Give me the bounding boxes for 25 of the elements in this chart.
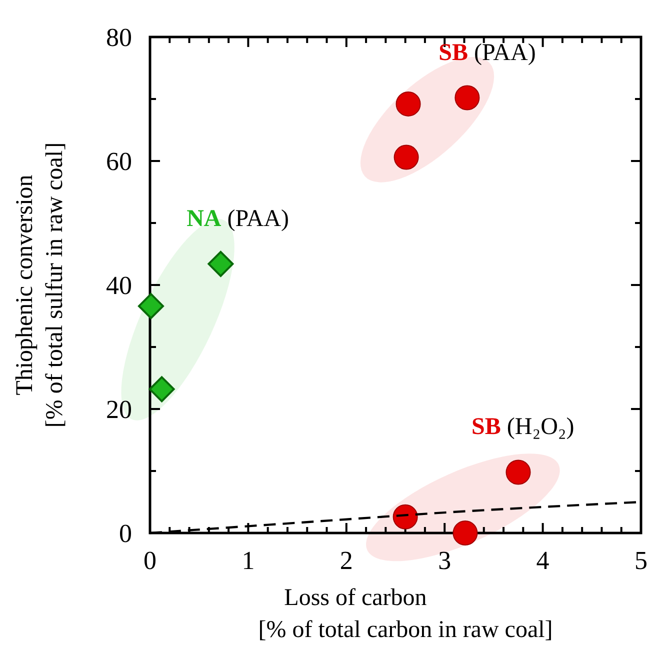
series-label: SB (H₂O₂): [472, 414, 574, 440]
series-label: SB (PAA): [438, 40, 536, 66]
x-tick-label: 3: [438, 546, 452, 575]
y-tick-label: 0: [119, 519, 132, 548]
x-tick-label: 0: [144, 546, 156, 575]
x-tick-label: 2: [340, 546, 353, 575]
point: [396, 91, 421, 116]
x-tick-label: 1: [242, 546, 255, 575]
x-tick-label: 4: [536, 546, 550, 575]
point: [394, 144, 419, 170]
x-tick-label: 5: [634, 546, 648, 575]
point: [506, 460, 531, 485]
y-tick-label: 80: [106, 23, 132, 52]
y-tick-label: 40: [106, 271, 132, 300]
series-label: NA (PAA): [186, 206, 290, 232]
point: [148, 376, 175, 402]
x-axis-title: Loss of carbon [% of total carbon in raw coal]: [258, 585, 553, 643]
point: [208, 250, 234, 277]
y-tick-label: 60: [106, 147, 132, 176]
point: [392, 504, 418, 530]
point: [138, 293, 164, 320]
point: [454, 85, 480, 110]
y-axis-title: Thiophenic conversion [% of total sulfur in raw coal]: [12, 142, 68, 428]
y-tick-label: 20: [106, 395, 132, 424]
point: [452, 520, 478, 546]
